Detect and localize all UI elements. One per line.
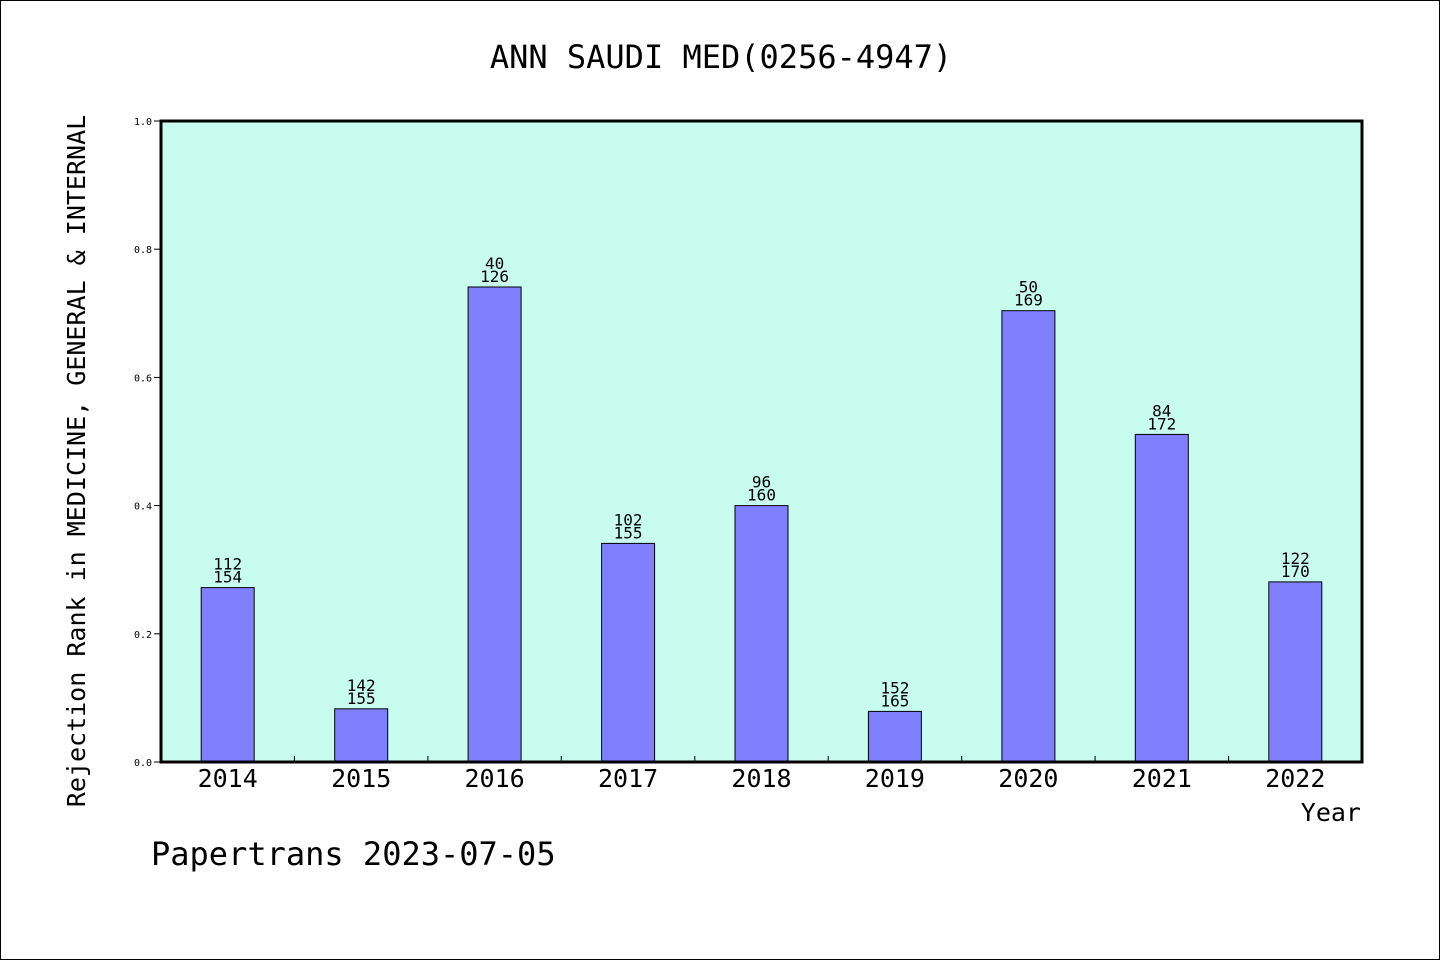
bar-label-bottom-2022: 170 (1281, 562, 1310, 581)
bar-2015 (334, 708, 389, 763)
y-tick-label: 0.6 (134, 373, 152, 384)
x-tick-label-2015: 2015 (331, 764, 391, 793)
bar-label-top-2019: 152 (880, 678, 909, 697)
bar-label-bottom-2018: 160 (747, 486, 776, 505)
y-axis-label: Rejection Rank in MEDICINE, GENERAL & IN… (62, 115, 91, 807)
bar-label-bottom-2021: 172 (1147, 414, 1176, 433)
x-tick-label-2016: 2016 (464, 764, 524, 793)
bar-2018 (734, 505, 789, 763)
bar-label-top-2017: 102 (614, 510, 643, 529)
bar-label-top-2021: 84 (1152, 401, 1171, 420)
bars-group (200, 286, 1323, 763)
bar-labels-group: 1121541421554012610215596160152165501698… (213, 254, 1310, 710)
bar-label-bottom-2017: 155 (614, 523, 643, 542)
x-tick-label-2017: 2017 (598, 764, 658, 793)
x-tick-label-2022: 2022 (1265, 764, 1325, 793)
y-tick-label: 0.0 (134, 758, 152, 769)
chart-title: ANN SAUDI MED(0256-4947) (490, 38, 952, 76)
y-tick-label: 1.0 (134, 117, 152, 128)
bar-label-bottom-2014: 154 (213, 568, 242, 587)
bar-label-top-2014: 112 (213, 555, 242, 574)
bar-2022 (1268, 581, 1323, 763)
bar-label-bottom-2015: 155 (347, 689, 376, 708)
bar-2019 (867, 710, 922, 763)
x-tick-label-2020: 2020 (998, 764, 1058, 793)
x-tick-label-2019: 2019 (865, 764, 925, 793)
bar-label-top-2018: 96 (752, 473, 771, 492)
bar-2017 (601, 542, 656, 763)
y-axis: 0.0 0.2 0.4 0.6 0.8 1.0 (134, 117, 161, 769)
x-axis: 2014 2015 2016 2017 2018 2019 2020 2021 2022 (198, 756, 1325, 793)
bar-label-bottom-2020: 169 (1014, 291, 1043, 310)
x-tick-label-2018: 2018 (731, 764, 791, 793)
x-tick-label-2014: 2014 (198, 764, 258, 793)
y-tick-label: 0.2 (134, 630, 152, 641)
bar-2020 (1001, 310, 1056, 763)
y-tick-label: 0.8 (134, 245, 152, 256)
footer-text: Papertrans 2023-07-05 (151, 835, 556, 873)
bar-label-top-2016: 40 (485, 254, 504, 273)
bar-label-top-2022: 122 (1281, 549, 1310, 568)
bar-label-top-2020: 50 (1019, 278, 1038, 297)
bar-2021 (1134, 433, 1189, 763)
x-tick-label-2021: 2021 (1132, 764, 1192, 793)
y-tick-label: 0.4 (134, 502, 152, 513)
x-axis-label: Year (1301, 798, 1361, 827)
bar-2014 (200, 587, 255, 763)
bar-label-top-2015: 142 (347, 676, 376, 695)
plot-frame (159, 119, 1364, 764)
bar-2016 (467, 286, 522, 763)
bar-label-bottom-2016: 126 (480, 267, 509, 286)
bar-label-bottom-2019: 165 (880, 691, 909, 710)
